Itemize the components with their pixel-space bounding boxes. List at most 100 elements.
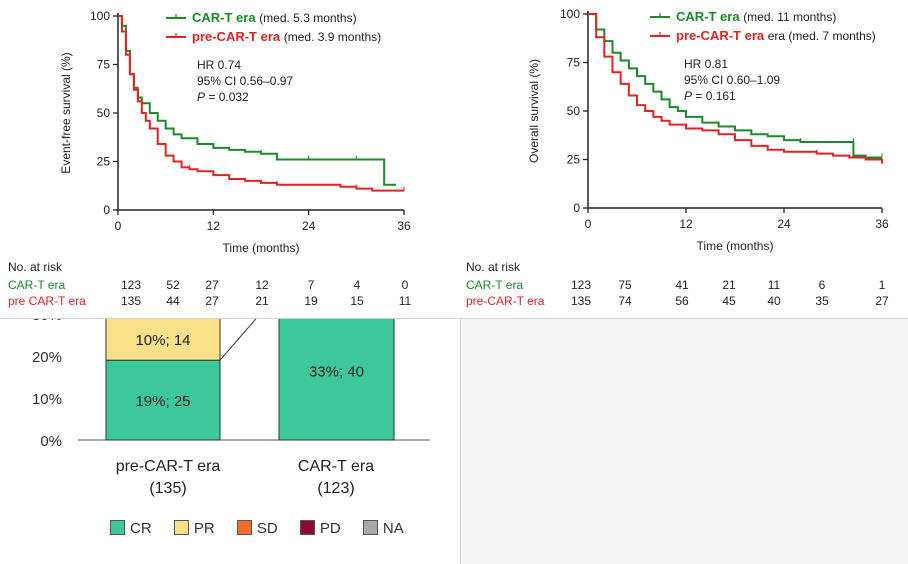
bar-segment-label: 33%; 40 (309, 364, 364, 381)
risk-count: 1 (878, 278, 886, 292)
legend-swatch (299, 520, 315, 535)
p-symbol: P (684, 89, 692, 103)
risk-count: 15 (350, 294, 364, 308)
y-axis-title: Event-free survival (%) (59, 52, 73, 173)
risk-count: 41 (675, 278, 689, 292)
efs-kaplan-meier-chart: 0 25 50 75 100 0 12 24 36 Time (months) Event-free… (59, 9, 411, 255)
bar-category-car-t: CAR-T era (123) (256, 456, 416, 500)
y-tick-label: 0% (40, 433, 62, 450)
x-tick-label: 24 (777, 217, 791, 231)
bar-segment-label: 19%; 25 (135, 393, 190, 410)
y-tick-label: 10% (32, 391, 62, 408)
hazard-ratio: HR 0.74 (197, 58, 241, 72)
risk-count: 52 (166, 278, 180, 292)
bar-category-count: (123) (317, 480, 355, 497)
risk-count: 27 (205, 294, 219, 308)
x-tick-label: 0 (115, 219, 122, 233)
legend-label: PR (193, 520, 215, 537)
x-axis-title: Time (months) (697, 239, 774, 253)
y-tick-label: 20% (32, 349, 62, 366)
legend-item-na: NA (362, 520, 404, 537)
y-tick-label: 25 (567, 153, 581, 167)
risk-count: 44 (166, 294, 180, 308)
y-axis-title: Overall survival (%) (527, 59, 541, 163)
y-tick-label: 100 (560, 7, 580, 21)
risk-row-label-pre-car-t: pre CAR-T era (8, 294, 86, 308)
bar-category-label: CAR-T era (297, 458, 375, 475)
risk-row-label-car-t: CAR-T era (466, 278, 524, 292)
efs-kaplan-meier-panel: 0 25 50 75 100 0 12 24 36 Time (months) Event-free… (0, 0, 463, 319)
risk-count: 27 (875, 294, 889, 308)
risk-count: 6 (818, 278, 826, 292)
risk-count: 74 (618, 294, 632, 308)
x-tick-label: 0 (585, 217, 592, 231)
x-tick-label: 36 (875, 217, 889, 231)
bar-segment-cr (105, 359, 221, 441)
x-tick-label: 36 (397, 219, 411, 233)
risk-count: 21 (722, 278, 736, 292)
bar-category-count: (135) (149, 480, 187, 497)
legend-swatch (110, 520, 125, 535)
km-curve-pre-car-t (588, 13, 883, 164)
legend-series-name: pre-CAR-T era (676, 28, 768, 43)
x-tick-label: 12 (207, 219, 221, 233)
bar-category-pre-car-t: pre-CAR-T era (135) (88, 456, 248, 500)
risk-count: 45 (722, 294, 736, 308)
risk-count: 4 (353, 278, 361, 292)
risk-count: 21 (255, 294, 269, 308)
bar-segment-cr (278, 308, 395, 441)
risk-count: 75 (618, 278, 632, 292)
y-tick-label: 0 (573, 201, 580, 215)
os-risk-table: No. at risk CAR-T era pre-CAR-T era 123 7… (462, 256, 908, 318)
y-tick-label: 25 (97, 155, 111, 169)
p-number: = 0.032 (205, 90, 249, 104)
risk-count: 135 (570, 294, 592, 308)
risk-count: 123 (120, 278, 142, 292)
x-axis-title: Time (months) (223, 241, 300, 255)
bar-segment-pr (105, 317, 221, 361)
bar-category-label: pre-CAR-T era (115, 458, 221, 475)
confidence-interval: 95% CI 0.56–0.97 (197, 74, 293, 88)
y-tick-label: 75 (567, 56, 581, 70)
p-symbol: P (197, 90, 205, 104)
legend-entry: pre-CAR-T era era (med. 7 months) (676, 28, 876, 43)
legend-entry: CAR-T era (med. 11 months) (676, 9, 836, 24)
y-tick-label: 75 (97, 58, 111, 72)
risk-count: 11 (398, 294, 412, 308)
y-tick-label: 0 (103, 203, 110, 217)
legend-label: NA (382, 520, 404, 537)
risk-count: 56 (675, 294, 689, 308)
x-tick-label: 12 (679, 217, 693, 231)
legend-label: CR (130, 520, 152, 537)
legend-median: (med. 11 months) (743, 10, 836, 24)
p-value: P = 0.161 (684, 89, 736, 103)
risk-count: 7 (307, 278, 315, 292)
legend-series-name: CAR-T era (192, 10, 259, 25)
p-value: P = 0.032 (197, 90, 249, 104)
y-tick-label: 50 (567, 104, 581, 118)
legend-median: (med. 3.9 months) (284, 30, 381, 44)
confidence-interval: 95% CI 0.60–1.09 (684, 73, 780, 87)
legend-median: (med. 5.3 months) (259, 11, 356, 25)
legend-swatch (362, 520, 378, 535)
risk-count: 135 (120, 294, 142, 308)
legend-label: PD (319, 520, 341, 537)
risk-count: 35 (815, 294, 829, 308)
legend-entry: pre-CAR-T era (med. 3.9 months) (192, 29, 381, 44)
bar-legend: CR PR SD PD NA (110, 520, 422, 537)
legend-item-pr: PR (173, 520, 215, 537)
risk-count: 11 (767, 278, 781, 292)
legend-swatch (173, 520, 189, 535)
legend-swatch (236, 520, 252, 535)
legend-item-pd: PD (299, 520, 341, 537)
legend-entry: CAR-T era (med. 5.3 months) (192, 10, 357, 25)
os-kaplan-meier-chart: 0 25 50 75 100 0 12 24 36 Time (months) Overall su… (527, 7, 889, 253)
risk-row-label-pre-car-t: pre-CAR-T era (466, 294, 545, 308)
risk-count: 40 (767, 294, 781, 308)
legend-item-sd: SD (236, 520, 278, 537)
legend-median: era (med. 7 months) (768, 29, 876, 43)
risk-count: 123 (570, 278, 592, 292)
connector-line (219, 308, 266, 361)
